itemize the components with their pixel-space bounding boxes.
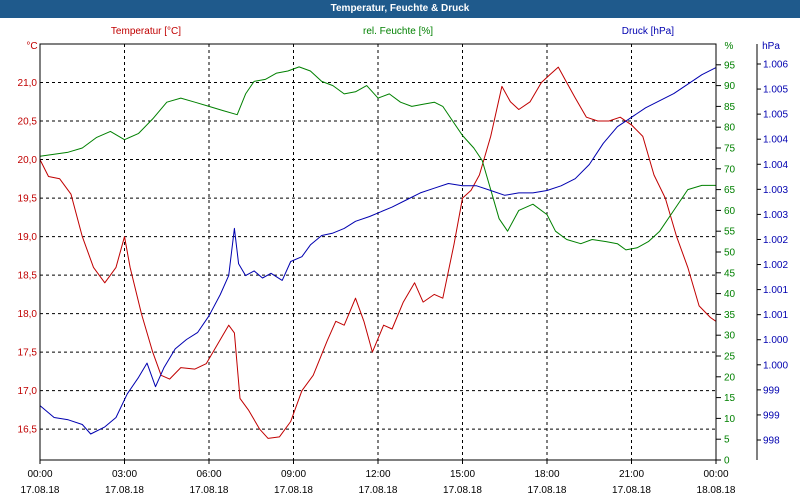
pressure-tick-label: 1.001 (763, 310, 788, 321)
temperature-tick-label: 18,0 (18, 309, 38, 320)
humidity-tick-label: 40 (724, 289, 736, 300)
series-lines (39, 66, 717, 439)
pressure-tick-label: 1.001 (763, 285, 788, 296)
date-tick-label: 17.08.18 (105, 485, 144, 496)
pressure-tick-label: 999 (763, 410, 780, 421)
humidity-tick-label: 15 (724, 393, 736, 404)
pressure-series-line (39, 67, 717, 435)
humidity-axis: 0 5 10 15 20 25 30 35 40 45 50 55 60 65 70 75 80 85 90 95 (716, 60, 736, 467)
humidity-tick-label: 80 (724, 123, 736, 134)
humidity-tick-label: 10 (724, 414, 736, 425)
pressure-tick-label: 1.002 (763, 235, 788, 246)
window-title: Temperatur, Feuchte & Druck (0, 0, 800, 18)
humidity-tick-label: 5 (724, 435, 730, 446)
pressure-tick-label: 1.004 (763, 160, 788, 171)
time-tick-label: 21:00 (619, 469, 644, 480)
time-tick-label: 00:00 (27, 469, 52, 480)
pressure-axis-title: Druck [hPa] (622, 26, 674, 37)
temperature-tick-label: 17,5 (18, 348, 38, 359)
humidity-tick-label: 85 (724, 102, 736, 113)
temperature-axis: 16,5 17,0 17,5 18,0 18,5 19,0 19,5 20,0 20,5 21,0 (18, 78, 38, 436)
pressure-tick-label: 998 (763, 436, 780, 447)
pressure-tick-label: 1.005 (763, 85, 788, 96)
temperature-tick-label: 19,5 (18, 194, 38, 205)
plot-frame (39, 43, 717, 461)
humidity-tick-label: 45 (724, 268, 736, 279)
humidity-tick-label: 95 (724, 60, 736, 71)
time-tick-label: 18:00 (534, 469, 559, 480)
humidity-axis-title: rel. Feuchte [%] (363, 26, 433, 37)
date-tick-label: 17.08.18 (274, 485, 313, 496)
time-tick-label: 12:00 (365, 469, 390, 480)
humidity-tick-label: 70 (724, 164, 736, 175)
pressure-tick-label: 999 (763, 385, 780, 396)
time-axis: 00:00 17.08.18 03:00 17.08.18 06:00 17.08.18 0… (21, 460, 736, 496)
pressure-tick-label: 1.003 (763, 210, 788, 221)
pressure-tick-label: 1.000 (763, 335, 788, 346)
humidity-tick-label: 25 (724, 352, 736, 363)
gridlines (40, 44, 716, 460)
time-tick-label: 15:00 (450, 469, 475, 480)
humidity-tick-label: 50 (724, 248, 736, 259)
temperature-tick-label: 20,0 (18, 155, 38, 166)
humidity-series-line (39, 66, 716, 251)
date-tick-label: 17.08.18 (528, 485, 567, 496)
humidity-tick-label: 60 (724, 206, 736, 217)
humidity-tick-label: 30 (724, 331, 736, 342)
temperature-tick-label: 21,0 (18, 78, 38, 89)
humidity-tick-label: 90 (724, 81, 736, 92)
pressure-tick-label: 1.002 (763, 260, 788, 271)
time-tick-label: 03:00 (112, 469, 137, 480)
pressure-tick-label: 1.004 (763, 135, 788, 146)
date-tick-label: 17.08.18 (21, 485, 60, 496)
temperature-unit-label: °C (26, 41, 37, 52)
pressure-tick-label: 1.006 (763, 60, 788, 71)
humidity-tick-label: 20 (724, 372, 736, 383)
temperature-axis-title: Temperatur [°C] (111, 26, 181, 37)
pressure-tick-label: 1.000 (763, 360, 788, 371)
date-tick-label: 17.08.18 (359, 485, 398, 496)
pressure-tick-label: 1.003 (763, 185, 788, 196)
humidity-tick-label: 65 (724, 185, 736, 196)
date-tick-label: 18.08.18 (697, 485, 736, 496)
humidity-tick-label: 75 (724, 144, 736, 155)
temperature-tick-label: 16,5 (18, 425, 38, 436)
humidity-tick-label: 0 (724, 456, 730, 467)
pressure-axis: 998 999 999 1.000 1.000 1.001 1.001 1.002 1.002 1… (756, 44, 788, 460)
temperature-tick-label: 20,5 (18, 117, 38, 128)
chart-area: 16,5 17,0 17,5 18,0 18,5 19,0 19,5 20,0 20,5 21,0… (18, 26, 789, 496)
humidity-tick-label: 35 (724, 310, 736, 321)
date-tick-label: 17.08.18 (612, 485, 651, 496)
date-tick-label: 17.08.18 (443, 485, 482, 496)
time-tick-label: 00:00 (703, 469, 728, 480)
temperature-tick-label: 18,5 (18, 271, 38, 282)
pressure-unit-label: hPa (762, 41, 780, 52)
temperature-series-line (39, 66, 717, 439)
humidity-tick-label: 55 (724, 227, 736, 238)
temperature-tick-label: 19,0 (18, 232, 38, 243)
date-tick-label: 17.08.18 (190, 485, 229, 496)
temperature-tick-label: 17,0 (18, 386, 38, 397)
pressure-tick-label: 1.005 (763, 110, 788, 121)
humidity-unit-label: % (725, 41, 734, 52)
time-tick-label: 06:00 (196, 469, 221, 480)
time-tick-label: 09:00 (281, 469, 306, 480)
